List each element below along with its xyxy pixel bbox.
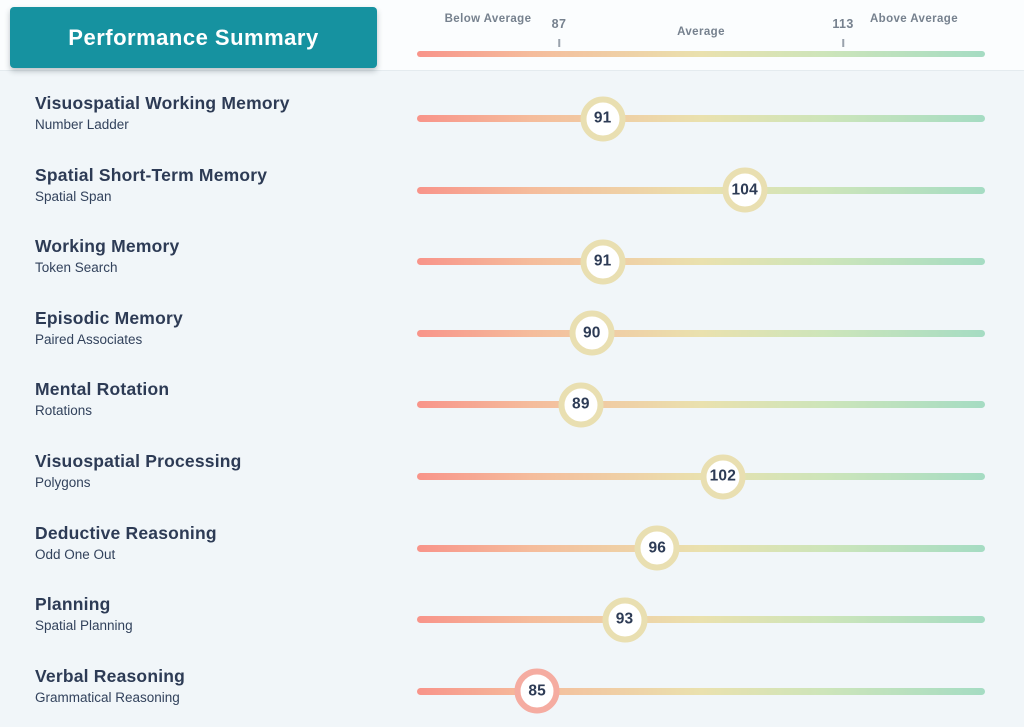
score-marker: 93 — [602, 597, 648, 643]
row-subtitle: Odd One Out — [35, 546, 116, 562]
row-subtitle: Grammatical Reasoning — [35, 689, 180, 705]
performance-row: Working Memory Token Search 91 — [0, 215, 1024, 287]
score-marker: 89 — [558, 382, 604, 428]
row-label: Verbal Reasoning Grammatical Reasoning — [35, 666, 405, 706]
page-title: Performance Summary — [68, 24, 319, 50]
performance-summary-title-box: Performance Summary — [10, 7, 377, 68]
score-value: 96 — [648, 539, 667, 557]
row-subtitle: Number Ladder — [35, 117, 129, 132]
row-title: Visuospatial Processing — [35, 451, 242, 471]
performance-row: Visuospatial Processing Polygons 102 — [0, 430, 1024, 502]
score-bar: 102 — [417, 454, 985, 499]
score-bar: 91 — [417, 96, 985, 141]
score-bar: 89 — [417, 382, 985, 428]
performance-row: Deductive Reasoning Odd One Out 96 — [0, 502, 1024, 574]
score-marker: 102 — [700, 454, 746, 499]
score-marker: 104 — [722, 167, 768, 213]
score-marker: 96 — [634, 525, 680, 571]
score-value: 91 — [593, 252, 612, 270]
row-label: Visuospatial Working Memory Number Ladde… — [35, 93, 405, 133]
score-marker: 90 — [569, 310, 615, 356]
row-subtitle: Spatial Span — [35, 188, 112, 204]
performance-row: Verbal Reasoning Grammatical Reasoning 8… — [0, 645, 1024, 717]
score-bar: 104 — [417, 167, 985, 213]
row-label: Working Memory Token Search — [35, 236, 405, 276]
performance-row: Planning Spatial Planning 93 — [0, 573, 1024, 645]
row-title: Mental Rotation — [35, 379, 170, 400]
score-bar: 90 — [417, 310, 985, 356]
zone-label-above: Above Average — [869, 13, 959, 25]
tick-label-high: 113 — [832, 17, 854, 31]
row-title: Planning — [35, 594, 111, 615]
tick-label-low: 87 — [551, 17, 567, 31]
performance-row: Mental Rotation Rotations 89 — [0, 358, 1024, 430]
performance-row: Spatial Short-Term Memory Spatial Span 1… — [0, 144, 1024, 216]
row-title: Visuospatial Working Memory — [35, 93, 290, 113]
score-marker: 91 — [580, 96, 626, 141]
row-title: Working Memory — [35, 236, 180, 257]
tick-mark-low — [558, 39, 560, 47]
row-subtitle: Spatial Planning — [35, 618, 133, 634]
row-subtitle: Rotations — [35, 403, 93, 419]
score-value: 93 — [615, 610, 634, 628]
score-value: 102 — [709, 467, 737, 485]
performance-row: Episodic Memory Paired Associates 90 — [0, 287, 1024, 359]
zone-label-below: Below Average — [444, 13, 532, 25]
row-title: Spatial Short-Term Memory — [35, 164, 268, 185]
score-marker: 85 — [514, 668, 560, 714]
tick-mark-high — [842, 39, 844, 47]
row-label: Deductive Reasoning Odd One Out — [35, 523, 405, 563]
row-title: Verbal Reasoning — [35, 665, 186, 686]
row-title: Episodic Memory — [35, 307, 183, 328]
row-label: Visuospatial Processing Polygons — [35, 451, 405, 491]
row-label: Planning Spatial Planning — [35, 594, 405, 634]
score-bar: 91 — [417, 239, 985, 285]
performance-row: Visuospatial Working Memory Number Ladde… — [0, 72, 1024, 144]
score-value: 85 — [528, 682, 546, 700]
row-subtitle: Token Search — [35, 260, 118, 276]
zone-label-average: Average — [677, 26, 725, 38]
score-bar: 96 — [417, 525, 985, 571]
row-label: Mental Rotation Rotations — [35, 379, 405, 419]
score-marker: 91 — [580, 239, 626, 285]
score-bar: 93 — [417, 597, 985, 643]
score-value: 91 — [593, 109, 612, 127]
axis-gradient-bar — [417, 51, 985, 57]
score-value: 89 — [572, 395, 590, 413]
score-value: 90 — [582, 324, 601, 342]
row-subtitle: Paired Associates — [35, 331, 143, 347]
row-title: Deductive Reasoning — [35, 522, 217, 543]
row-subtitle: Polygons — [35, 475, 91, 490]
row-label: Episodic Memory Paired Associates — [35, 308, 405, 348]
score-value: 104 — [731, 181, 758, 199]
score-bar: 85 — [417, 668, 985, 714]
header: Performance Summary Below Average 87 Ave… — [0, 0, 1024, 71]
score-axis: Below Average 87 Average 113 Above Avera… — [417, 0, 985, 70]
row-label: Spatial Short-Term Memory Spatial Span — [35, 165, 405, 205]
